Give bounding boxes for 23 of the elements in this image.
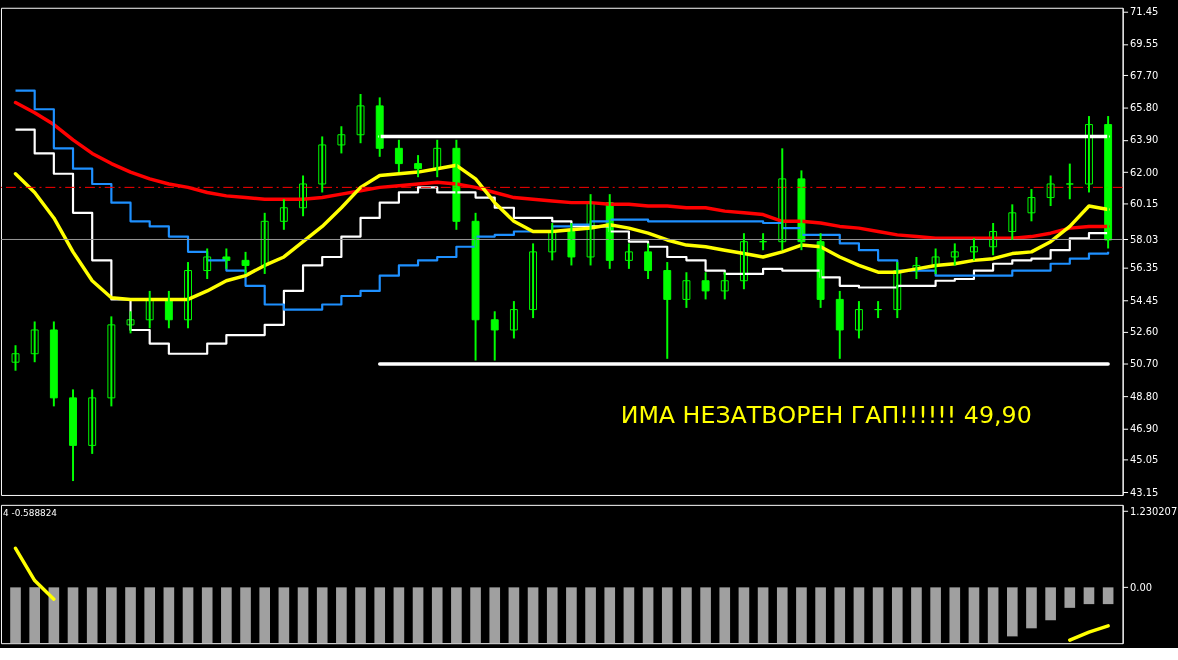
annotation: ИМА НЕЗАТВОРЕН ГАП!!!!!! 49,90 xyxy=(620,400,1032,429)
y-tick-label: 67.70 xyxy=(1130,69,1159,81)
y-tick-label: 60.15 xyxy=(1130,197,1159,209)
y-tick-label: 1.230207 xyxy=(1130,505,1178,517)
y-tick-label: 56.35 xyxy=(1130,262,1159,274)
y-tick-label: 52.60 xyxy=(1130,326,1159,338)
annotation: 4 -0.588824 xyxy=(2,507,58,518)
candlestick xyxy=(682,271,691,309)
candlestick xyxy=(11,344,20,372)
y-tick-label: 65.80 xyxy=(1130,102,1159,114)
y-tick-label: 50.70 xyxy=(1130,358,1159,370)
y-tick-label: 0.00 xyxy=(1130,581,1153,593)
y-tick-label: 48.80 xyxy=(1130,390,1159,402)
y-tick-label: 62.00 xyxy=(1130,166,1159,178)
y-tick-label: 43.15 xyxy=(1130,486,1159,498)
candlestick xyxy=(701,271,710,301)
y-tick-label: 54.45 xyxy=(1130,294,1159,306)
y-tick-label: 46.90 xyxy=(1130,422,1159,434)
y-tick-label: 69.55 xyxy=(1130,38,1159,50)
y-tick-label: 63.90 xyxy=(1130,134,1159,146)
y-tick-label: 58.03 xyxy=(1130,233,1159,245)
y-tick-label: 71.45 xyxy=(1130,6,1159,18)
y-tick-label: 45.05 xyxy=(1130,454,1159,466)
